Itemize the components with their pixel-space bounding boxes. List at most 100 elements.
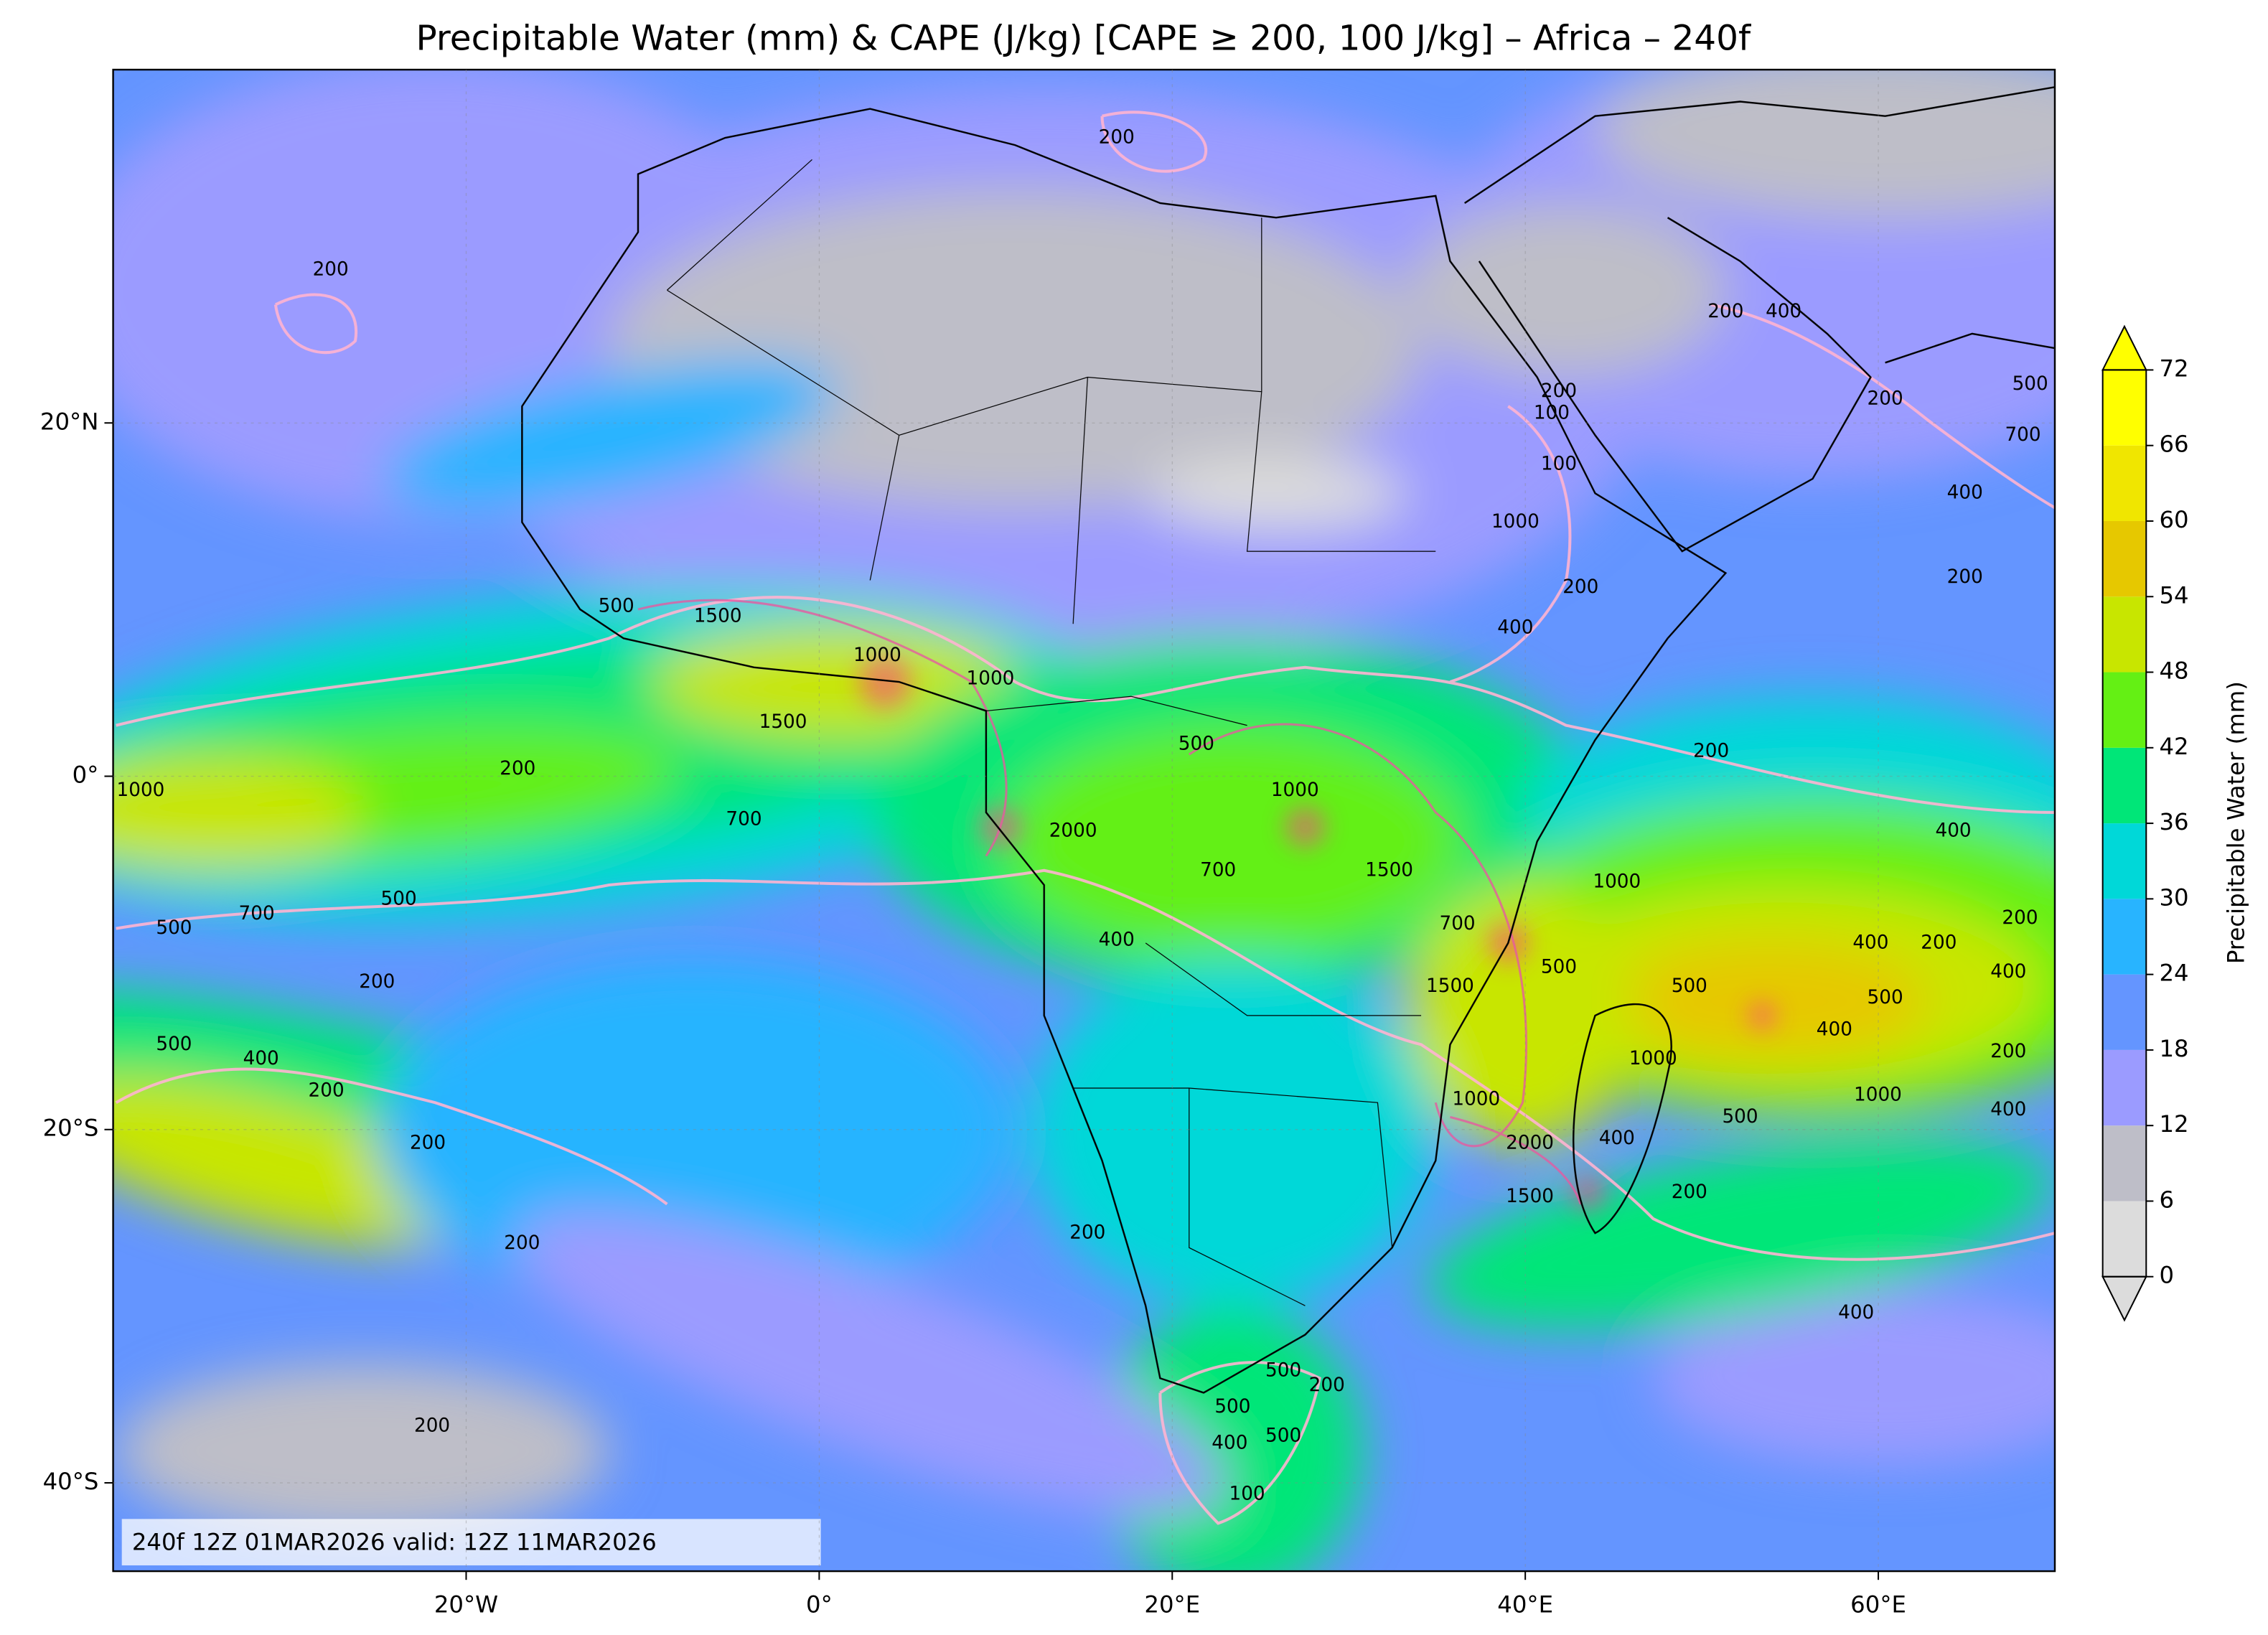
contour-label: 500: [1265, 1425, 1301, 1447]
contour-label: 700: [1439, 913, 1475, 934]
contour-label: 400: [1212, 1433, 1247, 1454]
colorbar-tick-label: 54: [2159, 581, 2188, 609]
contour-label: 400: [1838, 1302, 1874, 1324]
y-tick-label: 20°S: [43, 1115, 99, 1142]
x-tick-label: 20°E: [1144, 1591, 1200, 1618]
contour-label: 400: [1990, 1099, 2026, 1120]
map-field: [113, 70, 2055, 1572]
colorbar-bin: [2102, 370, 2147, 446]
colorbar-bin: [2102, 1049, 2147, 1126]
contour-label: 1000: [1491, 511, 1540, 533]
contour-label: 700: [726, 809, 762, 830]
colorbar-bin: [2102, 974, 2147, 1050]
contour-label: 1000: [117, 779, 165, 801]
contour-label: 500: [2012, 373, 2048, 395]
colorbar-tick-label: 12: [2159, 1110, 2188, 1138]
contour-label: 200: [1947, 566, 1983, 588]
contour-label: 400: [1817, 1019, 1852, 1041]
colorbar-bin: [2102, 899, 2147, 975]
colorbar-bin: [2102, 445, 2147, 521]
x-tick-label: 0°: [806, 1591, 833, 1618]
contour-label: 1000: [1452, 1089, 1500, 1110]
contour-label: 100: [1541, 453, 1577, 474]
contour-label: 1500: [1506, 1186, 1554, 1207]
contour-label: 1000: [1854, 1084, 1902, 1106]
map-frame: [112, 68, 2056, 1573]
contour-label: 200: [2002, 907, 2038, 929]
y-tick-label: 40°S: [43, 1468, 99, 1495]
contour-label: 200: [1309, 1374, 1345, 1396]
colorbar-bin: [2102, 596, 2147, 673]
x-tick-label: 20°W: [434, 1591, 498, 1618]
colorbar-bin: [2102, 672, 2147, 748]
contour-label: 1500: [1365, 859, 1413, 881]
contour-label: 1500: [694, 606, 742, 627]
contour-label: 1000: [1271, 779, 1319, 801]
contour-label: 200: [1868, 388, 1903, 409]
contour-label: 1000: [967, 667, 1015, 689]
coastlines: [521, 86, 2055, 1394]
contour-label: 400: [1766, 301, 1801, 322]
colorbar-label: Precipitable Water (mm): [2223, 681, 2250, 964]
contour-label: 200: [359, 971, 395, 993]
colorbar-extend-min: [2101, 1275, 2147, 1322]
annotation: 240f 12Z 01MAR2026 valid: 12Z 11MAR2026: [132, 1529, 657, 1556]
contour-label: 500: [1178, 733, 1214, 754]
y-tick-label: 0°: [72, 762, 99, 789]
contour-label: 500: [1541, 957, 1577, 978]
contour-label: 400: [1990, 961, 2026, 983]
contour-label: 500: [1722, 1106, 1758, 1128]
contour-label: 200: [1707, 301, 1743, 322]
colorbar-tick-label: 60: [2159, 506, 2188, 533]
contour-label: 500: [381, 889, 417, 910]
contour-label: 400: [243, 1048, 279, 1069]
contour-label: 200: [1099, 127, 1135, 149]
contour-label: 200: [414, 1415, 450, 1436]
contour-label: 200: [1693, 741, 1729, 762]
contour-label: 1000: [1629, 1048, 1677, 1069]
colorbar-tick-label: 18: [2159, 1035, 2188, 1062]
contour-label: 400: [1497, 617, 1533, 639]
contour-label: 500: [1672, 975, 1707, 997]
contour-label: 1500: [1426, 975, 1474, 997]
colorbar-tick-label: 72: [2159, 355, 2188, 382]
y-tick-label: 20°N: [40, 408, 98, 435]
chart-title: Precipitable Water (mm) & CAPE (J/kg) [C…: [416, 19, 1751, 59]
contour-label: 200: [1562, 576, 1598, 598]
contour-label: 700: [2005, 424, 2040, 446]
contour-label: 400: [1852, 932, 1888, 953]
colorbar-tick-label: 24: [2159, 960, 2188, 987]
contour-label: 500: [156, 917, 192, 939]
contour-label: 1000: [853, 645, 901, 666]
contour-label: 200: [313, 258, 349, 280]
contour-label: 200: [504, 1232, 540, 1254]
contour-label: 200: [1541, 380, 1577, 402]
colorbar-tick-label: 6: [2159, 1186, 2174, 1213]
contour-label: 500: [1214, 1396, 1250, 1418]
contour-label: 400: [1599, 1128, 1635, 1149]
contour-label: 200: [500, 758, 535, 779]
contour-label: 1500: [759, 711, 807, 733]
colorbar-tick-label: 66: [2159, 431, 2188, 458]
contour-label: 500: [599, 595, 634, 617]
contour-label: 400: [1935, 820, 1971, 842]
contour-label: 200: [1990, 1041, 2026, 1062]
contour-label: 2000: [1049, 820, 1097, 842]
colorbar-bin: [2102, 823, 2147, 899]
x-tick-label: 60°E: [1850, 1591, 1906, 1618]
contour-label: 400: [1947, 482, 1983, 504]
contour-label: 500: [156, 1034, 192, 1055]
colorbar-bin: [2102, 1125, 2147, 1201]
contour-label: 1000: [1593, 871, 1641, 892]
colorbar-bin: [2102, 747, 2147, 824]
contour-label: 200: [309, 1080, 345, 1102]
annotation-box: [121, 1519, 821, 1565]
colorbar-bin: [2102, 1201, 2147, 1277]
colorbar-extend-max: [2101, 324, 2147, 371]
contour-label: 400: [1099, 929, 1135, 950]
x-tick-label: 40°E: [1497, 1591, 1553, 1618]
colorbar-tick-label: 36: [2159, 808, 2188, 835]
contour-label: 100: [1229, 1483, 1265, 1504]
contour-label: 700: [1200, 859, 1236, 881]
